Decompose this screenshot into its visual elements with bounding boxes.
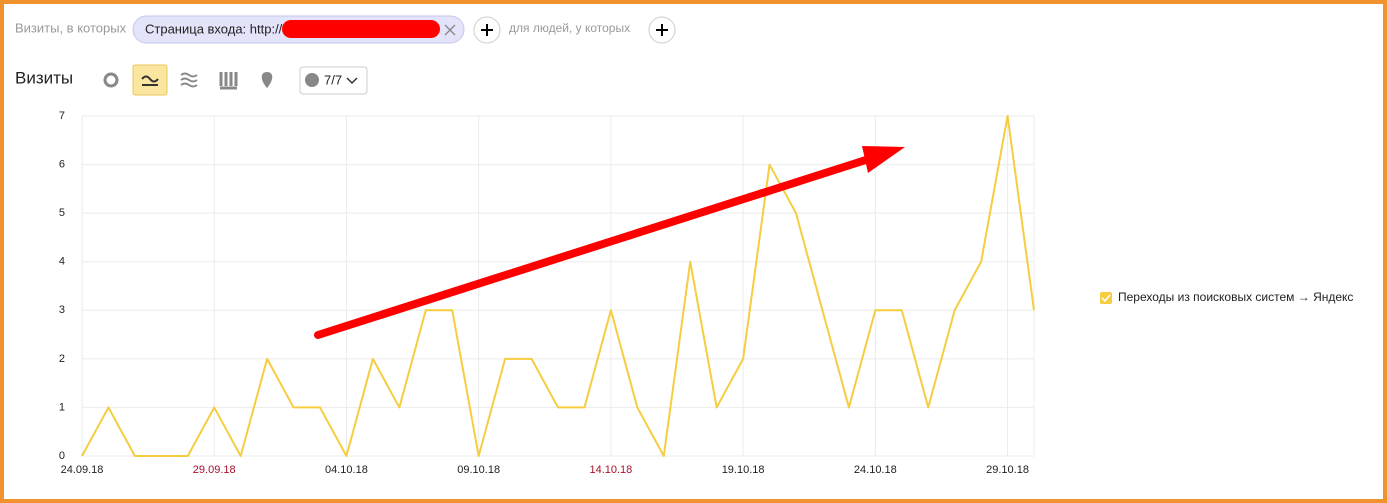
chip-close[interactable] (444, 24, 456, 36)
y-tick-label: 4 (59, 256, 65, 268)
y-tick-label: 0 (59, 450, 65, 462)
legend-checkbox (1100, 292, 1112, 304)
pie-icon[interactable] (103, 72, 119, 88)
legend-check (1101, 294, 1111, 303)
redaction (282, 20, 440, 38)
y-tick-label: 3 (59, 304, 65, 316)
filter-chip-text: Страница входа: http:// (145, 21, 283, 36)
x-tick-label: 14.10.18 (589, 464, 632, 476)
y-tick-label: 5 (59, 207, 65, 219)
map-icon[interactable] (261, 72, 273, 88)
section-title: Визиты (15, 68, 73, 87)
filter-suffix: для людей, у которых (509, 21, 630, 35)
x-tick-label: 19.10.18 (722, 464, 765, 476)
dropdown[interactable] (299, 66, 368, 95)
bar-icon[interactable] (219, 72, 238, 90)
x-tick-label: 29.10.18 (986, 464, 1029, 476)
x-tick-label: 24.09.18 (61, 464, 104, 476)
y-tick-label: 1 (59, 401, 65, 413)
series-line (81, 115, 1035, 457)
annotation-arrow (314, 154, 876, 339)
line-icon (141, 75, 159, 86)
chart: 0 1 2 3 4 5 6 7 24.09.18 29.09.18 04.10.18 09.10.18… (59, 110, 1354, 476)
chevron (346, 77, 358, 85)
annotation-arrowhead (862, 146, 905, 173)
comment-icon (305, 73, 319, 87)
x-tick-label: 04.10.18 (325, 464, 368, 476)
y-tick-label: 7 (59, 110, 65, 122)
legend-label: Переходы из поисковых систем → Яндекс (1118, 290, 1353, 304)
area-icon[interactable] (180, 72, 198, 88)
x-tick-label: 09.10.18 (457, 464, 500, 476)
x-tick-label: 24.10.18 (854, 464, 897, 476)
plus-icon (656, 24, 668, 36)
y-tick-label: 6 (59, 158, 65, 170)
x-tick-label: 29.09.18 (193, 464, 236, 476)
filter-prefix: Визиты, в которых (15, 20, 127, 35)
plot-area (81, 115, 1035, 457)
plus-icon (481, 24, 493, 36)
y-tick-label: 2 (59, 353, 65, 365)
dropdown-label: 7/7 (324, 72, 342, 87)
